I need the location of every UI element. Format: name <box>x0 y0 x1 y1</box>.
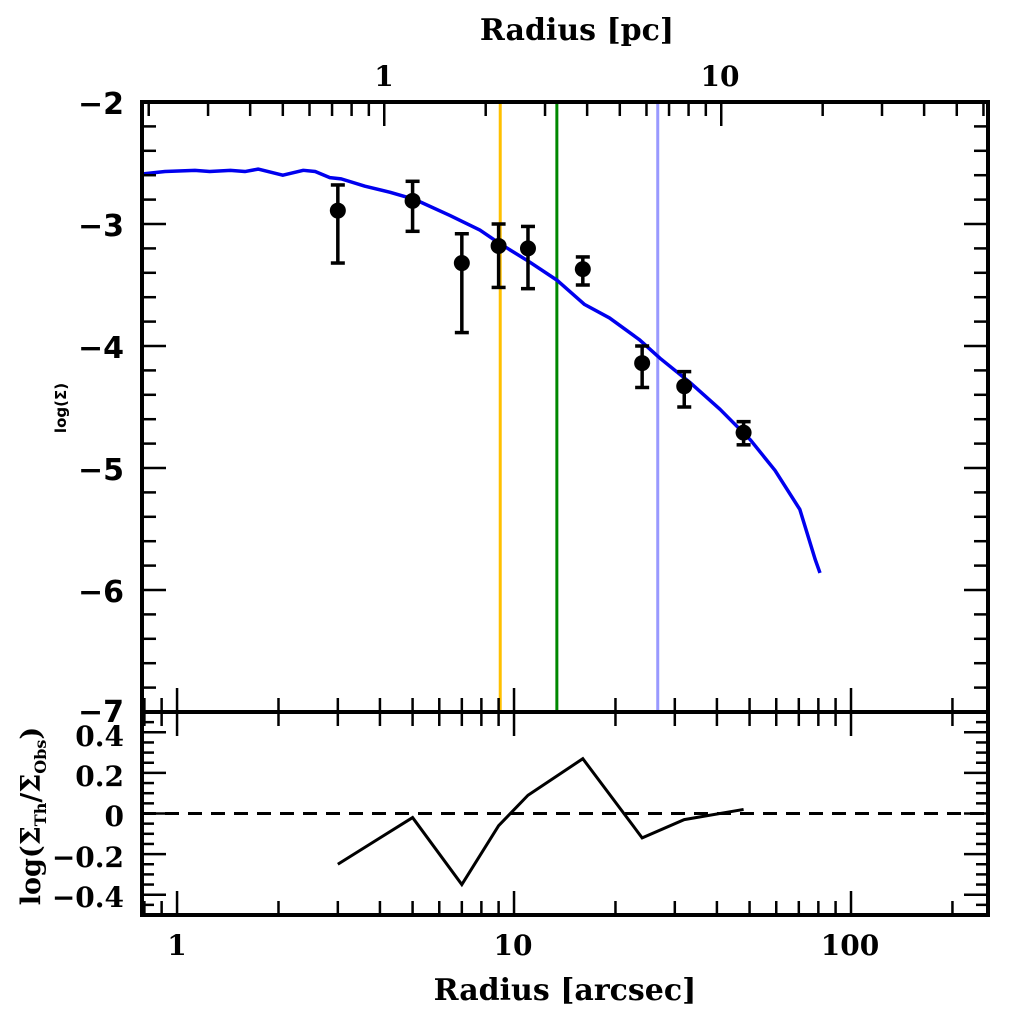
point-marker <box>519 240 536 257</box>
data-point <box>574 255 591 287</box>
y-tick-label-m6: −6 <box>78 575 124 610</box>
top-axis-title: Radius [pc] <box>480 13 674 48</box>
resid-tick-label-0.4: 0.4 <box>75 720 124 753</box>
data-point <box>519 224 536 291</box>
point-marker <box>676 378 693 395</box>
main-panel-frame <box>140 100 990 714</box>
x-axis-title: Radius [arcsec] <box>434 973 697 1008</box>
data-point <box>676 369 693 409</box>
resid-ylabel-mid: /Σ <box>16 774 47 803</box>
y-tick-label-m5: −5 <box>78 453 124 488</box>
resid-ylabel-sub2: Obs <box>31 740 50 774</box>
observed-points <box>329 179 752 447</box>
top-tick-label-10: 10 <box>701 60 740 93</box>
data-point <box>329 183 346 265</box>
model-line <box>141 167 822 574</box>
data-point <box>404 179 421 234</box>
resid-y-axis-title: log(ΣTh/ΣObs) <box>16 727 50 905</box>
point-marker <box>634 355 651 372</box>
point-marker <box>404 192 421 209</box>
point-marker <box>453 255 470 272</box>
point-marker <box>490 237 507 254</box>
y-tick-label-m4: −4 <box>78 331 124 366</box>
y-tick-label-m3: −3 <box>78 209 124 244</box>
data-point <box>735 419 752 447</box>
resid-tick-label-m0.4: −0.4 <box>52 881 124 914</box>
point-marker <box>329 202 346 219</box>
y-axis-title: log(Σ) <box>52 383 70 433</box>
model-curve <box>141 167 822 574</box>
data-point <box>490 222 507 290</box>
residual-panel-content <box>142 756 988 888</box>
x-tick-label-100: 100 <box>821 929 879 962</box>
residual-line <box>337 756 744 888</box>
y-tick-label-m2: −2 <box>78 87 124 122</box>
vertical-lines <box>498 102 660 712</box>
point-marker <box>574 261 591 278</box>
resid-tick-label-0.2: 0.2 <box>75 760 124 793</box>
data-point <box>453 232 470 335</box>
axes <box>140 100 990 917</box>
resid-ylabel-sub1: Th <box>31 802 50 826</box>
resid-tick-label-0: 0 <box>105 800 124 833</box>
data-point <box>634 344 651 390</box>
resid-ylabel-prefix: log(Σ <box>16 826 47 905</box>
y-tick-label-m7: −7 <box>78 695 124 730</box>
resid-ylabel-suffix: ) <box>16 727 47 740</box>
resid-tick-label-m0.2: −0.2 <box>52 841 124 874</box>
x-tick-label-1: 1 <box>167 929 186 962</box>
x-tick-label-10: 10 <box>494 929 533 962</box>
top-tick-label-1: 1 <box>374 60 393 93</box>
point-marker <box>735 424 752 441</box>
